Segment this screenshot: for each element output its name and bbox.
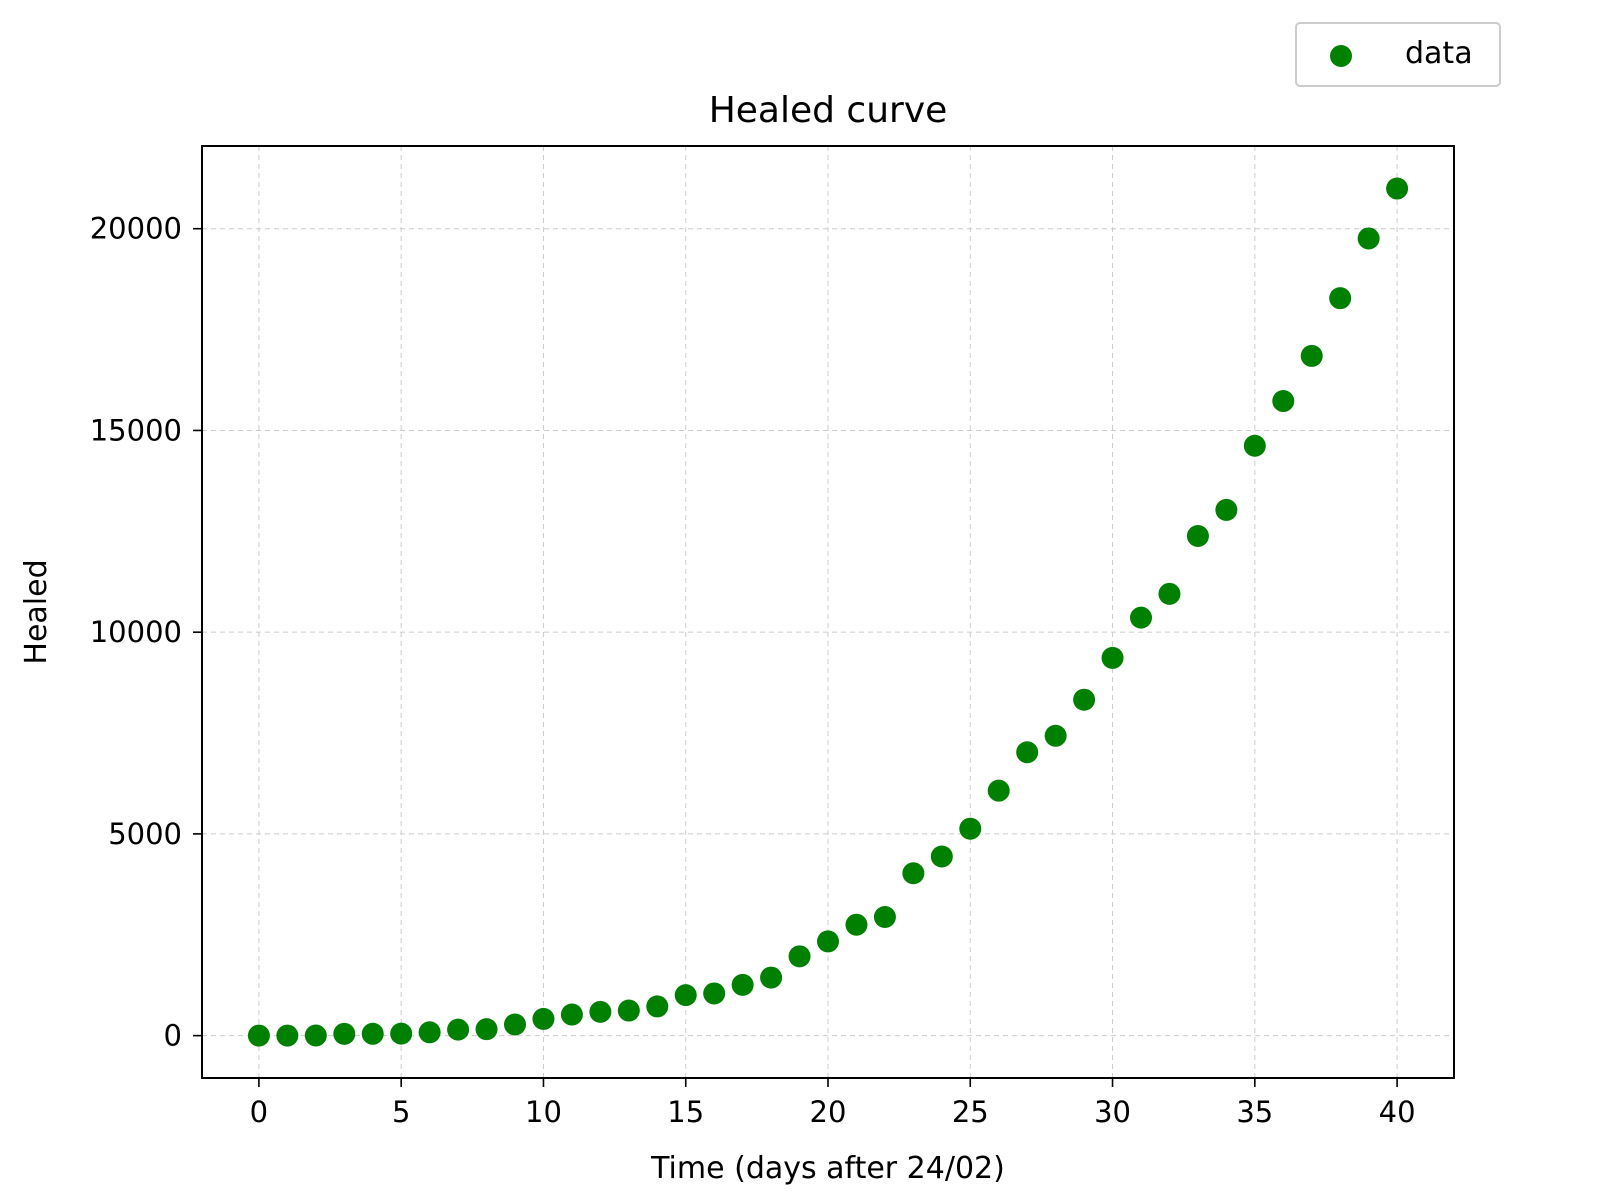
data-point: [1386, 177, 1409, 200]
axis-ticks: 0 5 10 15 20 25 30 35 40 0 5000 10000 15000 20000: [90, 212, 1416, 1129]
data-point: [504, 1013, 526, 1036]
data-point: [560, 1003, 583, 1026]
x-tick-label: 10: [525, 1095, 562, 1129]
data-point: [902, 862, 925, 885]
data-point: [959, 817, 982, 840]
y-tick-label: 20000: [90, 212, 182, 246]
legend-label: data: [1405, 36, 1473, 71]
chart-title: Healed curve: [709, 90, 948, 131]
data-point: [1158, 582, 1181, 605]
x-tick-label: 20: [810, 1095, 847, 1129]
data-point: [1243, 434, 1266, 457]
data-point: [703, 982, 726, 1005]
data-point: [845, 913, 868, 936]
data-point: [418, 1021, 441, 1044]
data-point: [873, 905, 896, 928]
data-points: [247, 177, 1409, 1047]
data-point: [646, 995, 669, 1018]
data-point: [475, 1018, 498, 1041]
data-point: [617, 999, 640, 1022]
data-point: [1130, 606, 1152, 629]
data-point: [1016, 741, 1039, 764]
x-tick-label: 5: [392, 1095, 410, 1129]
data-point: [304, 1024, 327, 1047]
data-point: [333, 1022, 356, 1045]
data-point: [1186, 524, 1209, 547]
legend: data: [1295, 22, 1501, 87]
data-point: [390, 1022, 413, 1045]
data-point: [1329, 287, 1352, 310]
data-point: [447, 1018, 470, 1041]
data-point: [1073, 688, 1096, 711]
data-point: [361, 1022, 384, 1045]
data-point: [276, 1024, 299, 1047]
x-tick-label: 35: [1236, 1095, 1273, 1129]
data-point: [731, 973, 754, 996]
x-tick-label: 25: [952, 1095, 989, 1129]
data-point: [1101, 646, 1124, 669]
data-point: [247, 1024, 270, 1047]
y-tick-label: 10000: [90, 615, 182, 649]
x-tick-label: 30: [1094, 1095, 1131, 1129]
data-point: [760, 966, 783, 989]
data-point: [930, 845, 953, 868]
y-tick-label: 15000: [90, 413, 182, 447]
x-axis-label: Time (days after 24/02): [650, 1151, 1005, 1186]
x-tick-label: 40: [1379, 1095, 1416, 1129]
legend-box: [1295, 22, 1501, 87]
data-point: [1357, 227, 1380, 250]
y-tick-label: 5000: [108, 817, 182, 851]
data-point: [1272, 390, 1295, 413]
data-point: [817, 930, 839, 953]
data-point: [674, 984, 697, 1007]
data-point: [589, 1000, 612, 1023]
legend-marker: [1330, 45, 1352, 67]
data-point: [1044, 724, 1067, 747]
data-point: [788, 945, 811, 968]
data-point: [1215, 498, 1238, 521]
data-point: [987, 779, 1010, 802]
data-point: [1300, 344, 1323, 367]
y-tick-label: 0: [164, 1019, 182, 1053]
y-axis-label: Healed: [19, 559, 54, 664]
x-tick-label: 15: [667, 1095, 704, 1129]
data-point: [532, 1007, 555, 1030]
x-tick-label: 0: [250, 1095, 268, 1129]
